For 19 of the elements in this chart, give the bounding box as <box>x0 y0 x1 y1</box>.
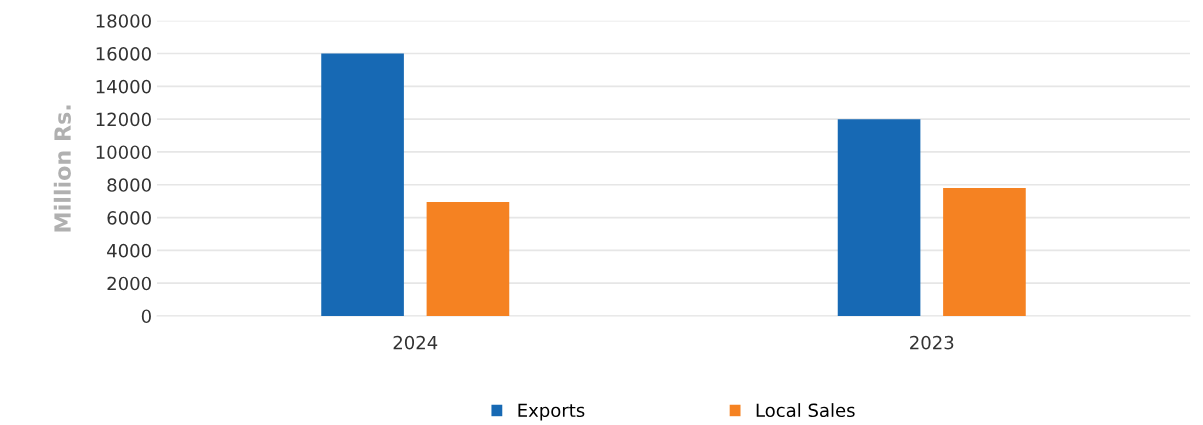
x-tick-label: 2023 <box>910 335 954 350</box>
y-tick-label: 6000 <box>107 211 151 225</box>
y-tick-label: 14000 <box>96 79 151 94</box>
y-tick-label: 2000 <box>107 276 151 291</box>
bar <box>943 188 1026 316</box>
y-tick-label: 16000 <box>96 46 151 61</box>
y-tick-label: 0 <box>141 309 151 324</box>
bar <box>426 201 510 316</box>
y-tick-label: 10000 <box>96 145 151 160</box>
x-tick-label: 2024 <box>393 335 438 350</box>
y-tick-label: 4000 <box>107 243 151 258</box>
y-tick-label: 12000 <box>96 112 151 127</box>
y-axis-title: Million Rs. <box>53 105 71 232</box>
bar <box>321 53 404 316</box>
legend-label: Local Sales <box>756 403 855 418</box>
bar <box>837 119 921 316</box>
y-tick-label: 8000 <box>107 178 151 192</box>
y-tick-label: 18000 <box>96 14 151 28</box>
legend-label: Exports <box>518 403 585 421</box>
